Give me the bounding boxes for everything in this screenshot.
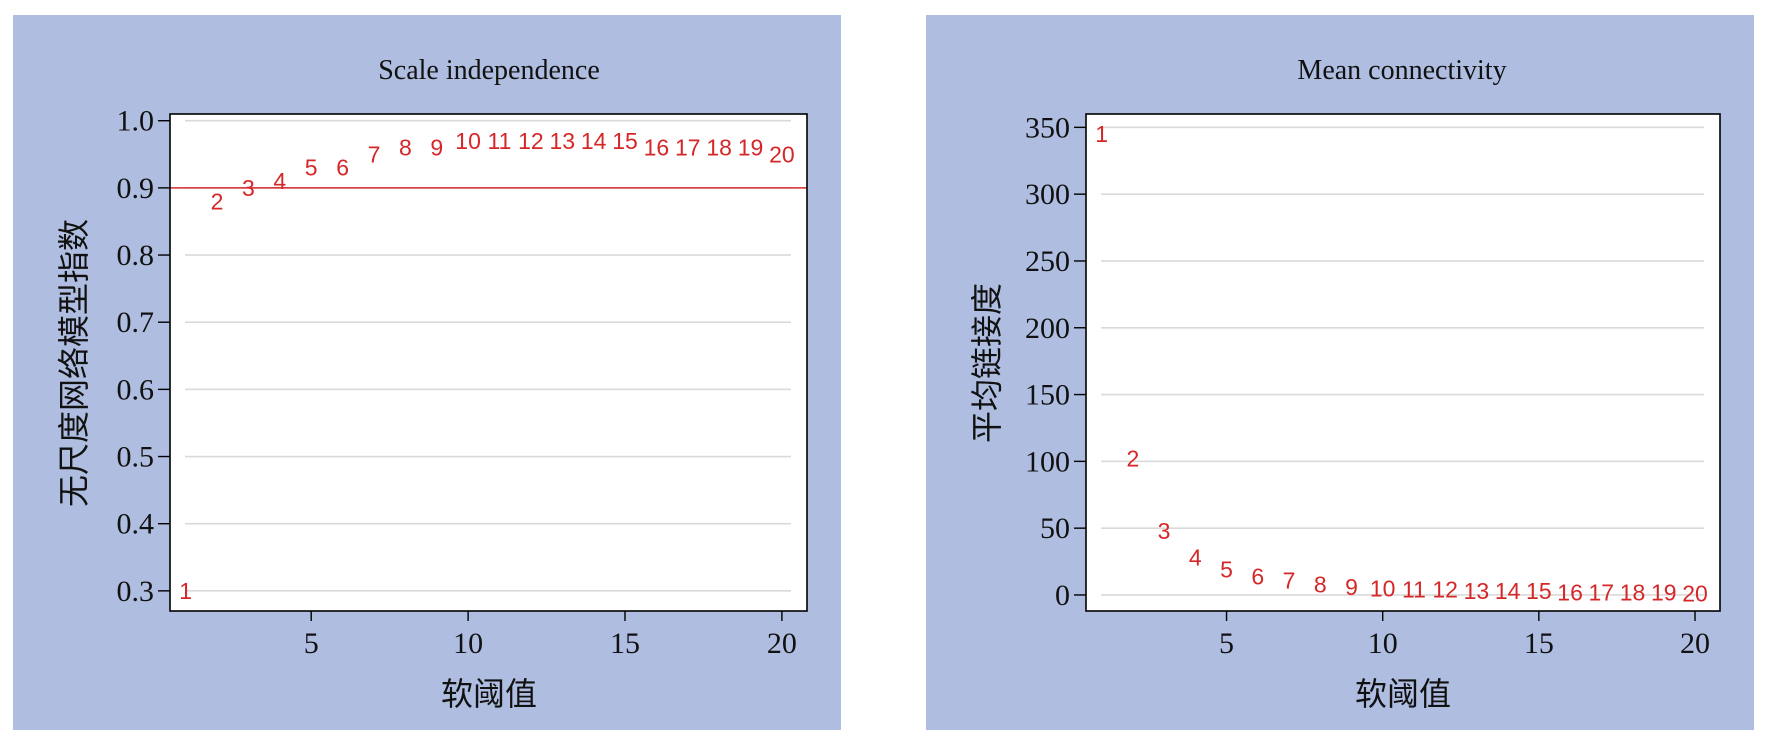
x-axis: 5 10 15 20 <box>304 611 797 660</box>
point-label: 17 <box>675 135 701 161</box>
mean-connectivity-panel: Mean connectivity 5 10 15 20 0 50 100 150 200 25… <box>926 15 1754 730</box>
point-label: 16 <box>644 135 670 161</box>
point-label: 2 <box>1126 446 1139 472</box>
x-tick-label: 15 <box>1524 627 1554 660</box>
point-label: 4 <box>273 168 286 194</box>
scale-independence-chart: Scale independence 5 10 15 20 0.30.40.50.60… <box>55 55 808 713</box>
y-tick-label: 100 <box>1025 445 1070 478</box>
point-label: 11 <box>488 128 512 154</box>
point-label: 3 <box>242 175 255 201</box>
x-axis-label: 软阈值 <box>1355 675 1451 713</box>
chart-title: Mean connectivity <box>1297 55 1506 86</box>
plot-frame <box>1085 113 1721 612</box>
point-label: 18 <box>706 135 732 161</box>
y-axis-label: 平均链接度 <box>968 283 1006 443</box>
point-label: 7 <box>1283 567 1296 593</box>
point-label: 20 <box>769 141 795 167</box>
y-axis-label: 无尺度网络模型指数 <box>55 219 93 507</box>
y-tick-label: 0.7 <box>117 306 155 339</box>
y-tick-label: 200 <box>1025 312 1070 345</box>
y-tick-label: 1.0 <box>117 105 155 138</box>
y-tick-label: 0.4 <box>117 508 155 541</box>
point-label: 10 <box>455 128 481 154</box>
y-tick-label: 0.5 <box>117 441 155 474</box>
point-label: 19 <box>1651 579 1677 605</box>
scale-independence-panel: Scale independence 5 10 15 20 0.3 0.4 0.5 0.6 0… <box>13 15 841 730</box>
x-axis-label: 软阈值 <box>441 675 537 713</box>
grid-lines <box>1101 126 1704 596</box>
point-label: 14 <box>1495 578 1521 604</box>
y-tick-label: 300 <box>1025 178 1070 211</box>
point-label: 10 <box>1370 575 1396 601</box>
x-tick-label: 5 <box>1219 627 1234 660</box>
point-label: 20 <box>1682 581 1708 607</box>
y-tick-label: 0.3 <box>117 575 155 608</box>
point-label: 7 <box>368 141 381 167</box>
y-tick-label: 350 <box>1025 111 1070 144</box>
point-label: 6 <box>336 155 349 181</box>
point-label: 6 <box>1251 563 1264 589</box>
point-label: 11 <box>1402 577 1426 603</box>
point-label: 8 <box>1314 571 1327 597</box>
plot-area <box>1086 114 1720 611</box>
x-tick-label: 20 <box>1680 627 1710 660</box>
point-label: 3 <box>1158 518 1171 544</box>
y-tick-label: 50 <box>1040 512 1070 545</box>
point-label: 19 <box>738 135 764 161</box>
point-label: 9 <box>1345 574 1358 600</box>
point-label: 4 <box>1189 545 1202 571</box>
x-tick-label: 15 <box>610 627 640 660</box>
x-tick-label: 5 <box>304 627 319 660</box>
y-tick-label: 0.9 <box>117 172 155 205</box>
point-label: 2 <box>211 188 224 214</box>
x-tick-label: 10 <box>453 627 483 660</box>
point-label: 14 <box>581 128 607 154</box>
point-label: 5 <box>305 155 318 181</box>
point-label: 8 <box>399 135 412 161</box>
point-label: 1 <box>179 578 192 604</box>
x-tick-label: 10 <box>1368 627 1398 660</box>
point-label: 18 <box>1620 579 1646 605</box>
y-tick-label: 0 <box>1055 579 1070 612</box>
chart-title: Scale independence <box>378 55 600 86</box>
point-label: 9 <box>430 135 443 161</box>
y-tick-label: 150 <box>1025 379 1070 412</box>
y-axis: 0.3 0.4 0.5 0.6 0.7 0.8 0.9 1.0 <box>117 105 170 608</box>
point-label: 13 <box>549 128 575 154</box>
point-label: 17 <box>1589 579 1615 605</box>
point-label: 1 <box>1095 121 1108 147</box>
point-label: 12 <box>1432 577 1458 603</box>
mean-connectivity-chart: Mean connectivity 5 10 15 20 05010015020025… <box>968 55 1721 713</box>
plot-frame <box>169 113 808 612</box>
point-label: 15 <box>1526 578 1552 604</box>
y-tick-label: 250 <box>1025 245 1070 278</box>
point-label: 15 <box>612 128 638 154</box>
plot-area <box>170 114 807 611</box>
x-tick-label: 20 <box>767 627 797 660</box>
x-axis: 5 10 15 20 <box>1219 611 1710 660</box>
y-tick-label: 0.8 <box>117 239 155 272</box>
point-label: 13 <box>1464 578 1490 604</box>
point-label: 12 <box>518 128 544 154</box>
point-label: 16 <box>1557 579 1583 605</box>
point-label: 5 <box>1220 557 1233 583</box>
y-tick-label: 0.6 <box>117 373 155 406</box>
y-axis: 0 50 100 150 200 250 300 350 <box>1025 111 1086 612</box>
